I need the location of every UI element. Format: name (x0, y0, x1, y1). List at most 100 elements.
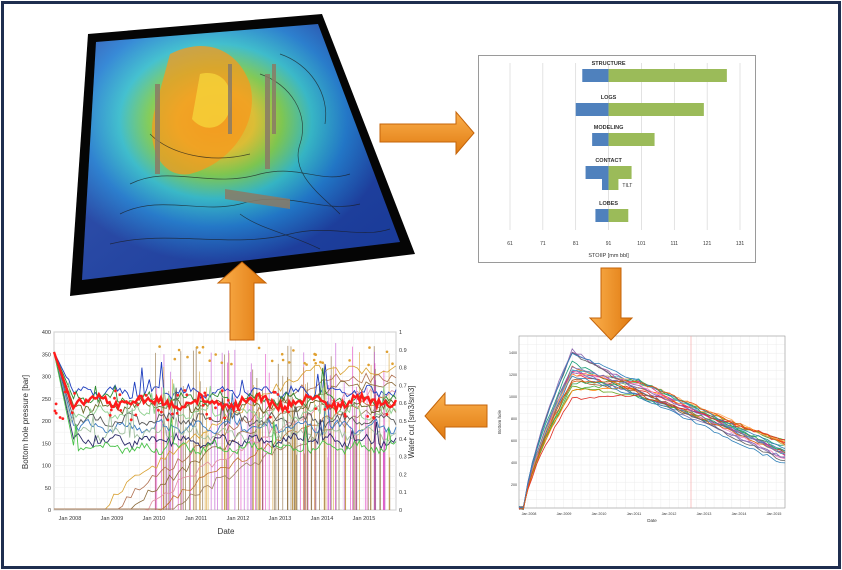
bhp-x-axis-label: Date (218, 527, 235, 536)
bhp-observed-point (385, 413, 389, 416)
ensemble-y-tick: 1400 (509, 351, 517, 355)
bhp-observed-point (73, 392, 76, 395)
bhp-observed-point (203, 400, 207, 403)
bhp-left-tick: 50 (45, 486, 51, 492)
ensemble-series-line (518, 360, 786, 510)
bhp-observed-point (61, 417, 65, 420)
bhp-pressure-line (53, 351, 397, 436)
bhp-right-tick: 0.4 (399, 437, 407, 443)
bhp-observed-point (223, 416, 227, 420)
ensemble-x-tick: Jan 2015 (767, 512, 782, 516)
ensemble-series-line (518, 352, 786, 509)
bhp-observed-point (63, 390, 67, 394)
ensemble-y-tick: 400 (511, 461, 517, 465)
bhp-left-tick: 400 (42, 330, 51, 336)
ensemble-x-tick: Jan 2008 (522, 512, 537, 516)
bhp-left-tick: 150 (42, 441, 51, 447)
bhp-right-tick: 1 (399, 330, 402, 336)
bhp-observed-point (185, 393, 189, 397)
bhp-observed-point (166, 402, 170, 406)
bhp-pressure-line (53, 351, 397, 456)
ensemble-series-line (518, 352, 786, 509)
bhp-observed-point (176, 393, 180, 397)
bhp-x-tick: Jan 2011 (185, 516, 207, 522)
bhp-right-tick: 0.9 (399, 348, 407, 354)
bhp-observed-point (205, 412, 209, 416)
tornado-high-bar (608, 133, 655, 146)
bhp-right-tick: 0.3 (399, 455, 407, 461)
bhp-pressure-line (53, 351, 397, 429)
ensemble-series-line (518, 366, 786, 511)
ensemble-y-tick: 800 (511, 417, 517, 421)
bhp-observed-point (58, 416, 62, 419)
tornado-high-bar (608, 166, 632, 179)
tornado-high-bar (608, 69, 727, 82)
bhp-watercut-point (321, 361, 325, 364)
bhp-right-tick: 0.7 (399, 383, 407, 389)
tornado-tick-label: 111 (670, 241, 678, 247)
bhp-right-axis-label: Water cut [sm3/sm3] (407, 385, 416, 458)
bhp-watercut-point (186, 355, 189, 359)
ensemble-series-line (518, 375, 786, 509)
tornado-tick-label: 121 (703, 241, 712, 247)
bhp-observed-point (113, 396, 116, 400)
bhp-left-tick: 250 (42, 397, 51, 403)
ensemble-series-line (518, 394, 786, 510)
bhp-observed-point (53, 409, 57, 413)
bhp-watercut-line (54, 364, 397, 510)
bhp-watercut-point (280, 352, 284, 356)
bhp-watercut-point (220, 361, 224, 364)
bhp-pressure-line (53, 351, 397, 443)
bhp-watercut-point (314, 362, 318, 365)
bhp-x-tick: Jan 2012 (227, 516, 250, 522)
tornado-low-bar (575, 103, 609, 116)
bhp-x-tick: Jan 2013 (269, 516, 292, 522)
bhp-left-tick: 0 (48, 508, 51, 514)
bhp-observed-point (144, 393, 148, 397)
arrow-down-icon (588, 267, 634, 341)
ensemble-x-axis-label: Date (647, 518, 657, 523)
tornado-high-bar (608, 209, 629, 222)
bhp-observed-point (201, 403, 205, 407)
bhp-observed-point (175, 411, 179, 415)
bhp-x-tick: Jan 2008 (59, 516, 82, 522)
bhp-observed-point (171, 412, 174, 416)
bhp-right-tick: 0.1 (399, 490, 407, 496)
ensemble-y-tick: 600 (511, 439, 517, 443)
tornado-group-label: CONTACT (595, 158, 622, 164)
tornado-tick-label: 81 (573, 241, 579, 247)
bhp-watercut-point (368, 346, 371, 349)
bhp-watercut-point (348, 359, 351, 362)
ensemble-y-tick: 200 (511, 483, 517, 487)
ensemble-series-line (518, 378, 786, 509)
ensemble-series-line (518, 380, 786, 510)
bhp-observed-point (208, 417, 212, 421)
ensemble-x-tick: Jan 2009 (557, 512, 572, 516)
bhp-watercut-point (281, 358, 285, 362)
ensemble-x-tick: Jan 2013 (697, 512, 712, 516)
tornado-tick-label: 61 (507, 241, 513, 247)
tornado-low-bar (595, 209, 609, 222)
bhp-watercut-point (319, 360, 322, 364)
bhp-watercut-point (208, 359, 211, 362)
bhp-watercut-point (257, 346, 261, 350)
bhp-right-tick: 0.6 (399, 401, 407, 407)
bhp-observed-point (276, 393, 280, 396)
bhp-x-tick: Jan 2015 (353, 516, 376, 522)
bhp-watercut-point (158, 345, 161, 348)
bhp-observed-point (287, 410, 290, 414)
tornado-tick-label: 101 (637, 241, 646, 247)
ensemble-series-line (518, 348, 786, 509)
bhp-observed-point (314, 407, 318, 410)
bhp-left-axis-label: Bottom hole pressure [bar] (21, 375, 30, 469)
ensemble-chart: Jan 2008 Jan 2009 Jan 2010 Jan 2011 Jan 2012… (493, 330, 791, 526)
ensemble-plot-area (518, 335, 786, 509)
bhp-observed-point (173, 406, 177, 409)
bhp-watercut-point (305, 363, 308, 366)
bhp-watercut-point (173, 357, 177, 361)
bhp-observed-point (323, 408, 327, 411)
ensemble-x-tick: Jan 2012 (662, 512, 677, 516)
bhp-pressure-line (53, 351, 397, 408)
bhp-watercut-point (303, 361, 306, 365)
